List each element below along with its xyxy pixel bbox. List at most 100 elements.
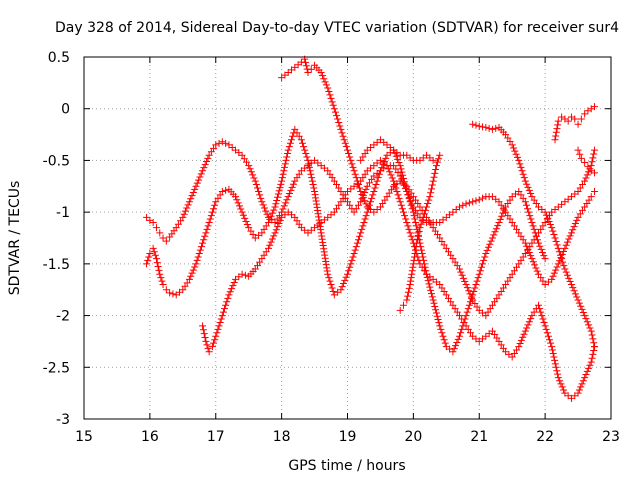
data-point xyxy=(521,198,529,206)
data-point xyxy=(283,153,291,161)
data-point xyxy=(540,318,548,326)
x-axis-label: GPS time / hours xyxy=(288,458,405,474)
data-point xyxy=(375,170,383,178)
data-point xyxy=(554,260,562,268)
data-point xyxy=(527,315,535,323)
data-point xyxy=(214,325,222,333)
data-point xyxy=(517,336,525,344)
data-point xyxy=(427,290,435,298)
data-point xyxy=(196,246,204,254)
data-point xyxy=(570,223,578,231)
data-point xyxy=(199,239,207,247)
data-point xyxy=(267,238,275,246)
data-point xyxy=(552,128,560,136)
data-point xyxy=(191,185,199,193)
data-point xyxy=(274,223,282,231)
data-point xyxy=(553,367,561,375)
data-point xyxy=(311,191,319,199)
data-point xyxy=(485,124,493,132)
data-point xyxy=(410,256,418,264)
data-point xyxy=(466,290,474,298)
data-point xyxy=(311,187,319,195)
data-point xyxy=(535,239,543,247)
data-point xyxy=(472,281,480,289)
series-s6 xyxy=(551,103,599,144)
data-point xyxy=(436,151,444,159)
data-point xyxy=(564,271,572,279)
plot-frame xyxy=(83,56,612,420)
x-tick-label: 22 xyxy=(536,429,554,445)
data-point xyxy=(432,162,440,170)
data-point xyxy=(582,174,590,182)
data-point xyxy=(578,305,586,313)
data-point xyxy=(200,330,208,338)
data-point xyxy=(510,144,518,152)
data-point xyxy=(305,163,313,171)
data-point xyxy=(159,234,167,242)
data-point xyxy=(276,184,284,192)
data-point xyxy=(317,69,325,77)
data-point xyxy=(408,267,416,275)
data-point xyxy=(393,187,401,195)
data-point xyxy=(185,275,193,283)
data-point xyxy=(579,377,587,385)
data-point xyxy=(352,174,360,182)
data-point xyxy=(349,163,357,171)
data-point xyxy=(150,248,158,256)
data-point xyxy=(588,158,596,166)
data-point xyxy=(590,339,598,347)
data-point xyxy=(577,154,585,162)
data-point xyxy=(187,272,195,280)
data-point xyxy=(371,184,379,192)
data-point xyxy=(472,121,480,129)
data-point xyxy=(145,253,153,261)
data-point xyxy=(544,214,552,222)
data-point xyxy=(482,250,490,258)
data-point xyxy=(300,143,308,151)
data-point xyxy=(323,267,331,275)
data-point xyxy=(317,229,325,237)
data-point xyxy=(320,75,328,83)
data-point xyxy=(571,220,579,228)
data-point xyxy=(583,318,591,326)
data-point xyxy=(143,260,151,268)
data-point xyxy=(279,170,287,178)
data-point xyxy=(527,215,535,223)
data-point xyxy=(376,167,384,175)
data-point xyxy=(530,225,538,233)
data-point xyxy=(538,248,546,256)
data-point xyxy=(322,257,330,265)
data-point xyxy=(301,146,309,154)
data-point xyxy=(550,353,558,361)
data-point xyxy=(414,231,422,239)
data-point xyxy=(382,154,390,162)
data-point xyxy=(549,272,557,280)
data-point xyxy=(547,339,555,347)
data-point xyxy=(564,117,572,125)
data-point xyxy=(536,305,544,313)
data-point xyxy=(540,252,548,260)
data-point xyxy=(297,136,305,144)
data-point xyxy=(314,207,322,215)
data-point xyxy=(419,213,427,221)
data-point xyxy=(529,222,537,230)
data-point xyxy=(334,115,342,123)
data-point xyxy=(264,244,272,252)
data-point xyxy=(498,212,506,220)
data-point xyxy=(555,248,563,256)
data-point xyxy=(278,177,286,185)
data-point xyxy=(152,224,160,232)
data-point xyxy=(234,199,242,207)
data-point xyxy=(560,262,568,270)
data-point xyxy=(249,171,257,179)
data-point xyxy=(531,261,539,269)
data-point xyxy=(159,281,167,289)
data-point xyxy=(312,194,320,202)
data-point xyxy=(361,197,369,205)
data-point xyxy=(426,283,434,291)
data-point xyxy=(457,329,465,337)
data-point xyxy=(496,215,504,223)
data-point xyxy=(581,158,589,166)
data-point xyxy=(587,358,595,366)
data-point xyxy=(562,268,570,276)
